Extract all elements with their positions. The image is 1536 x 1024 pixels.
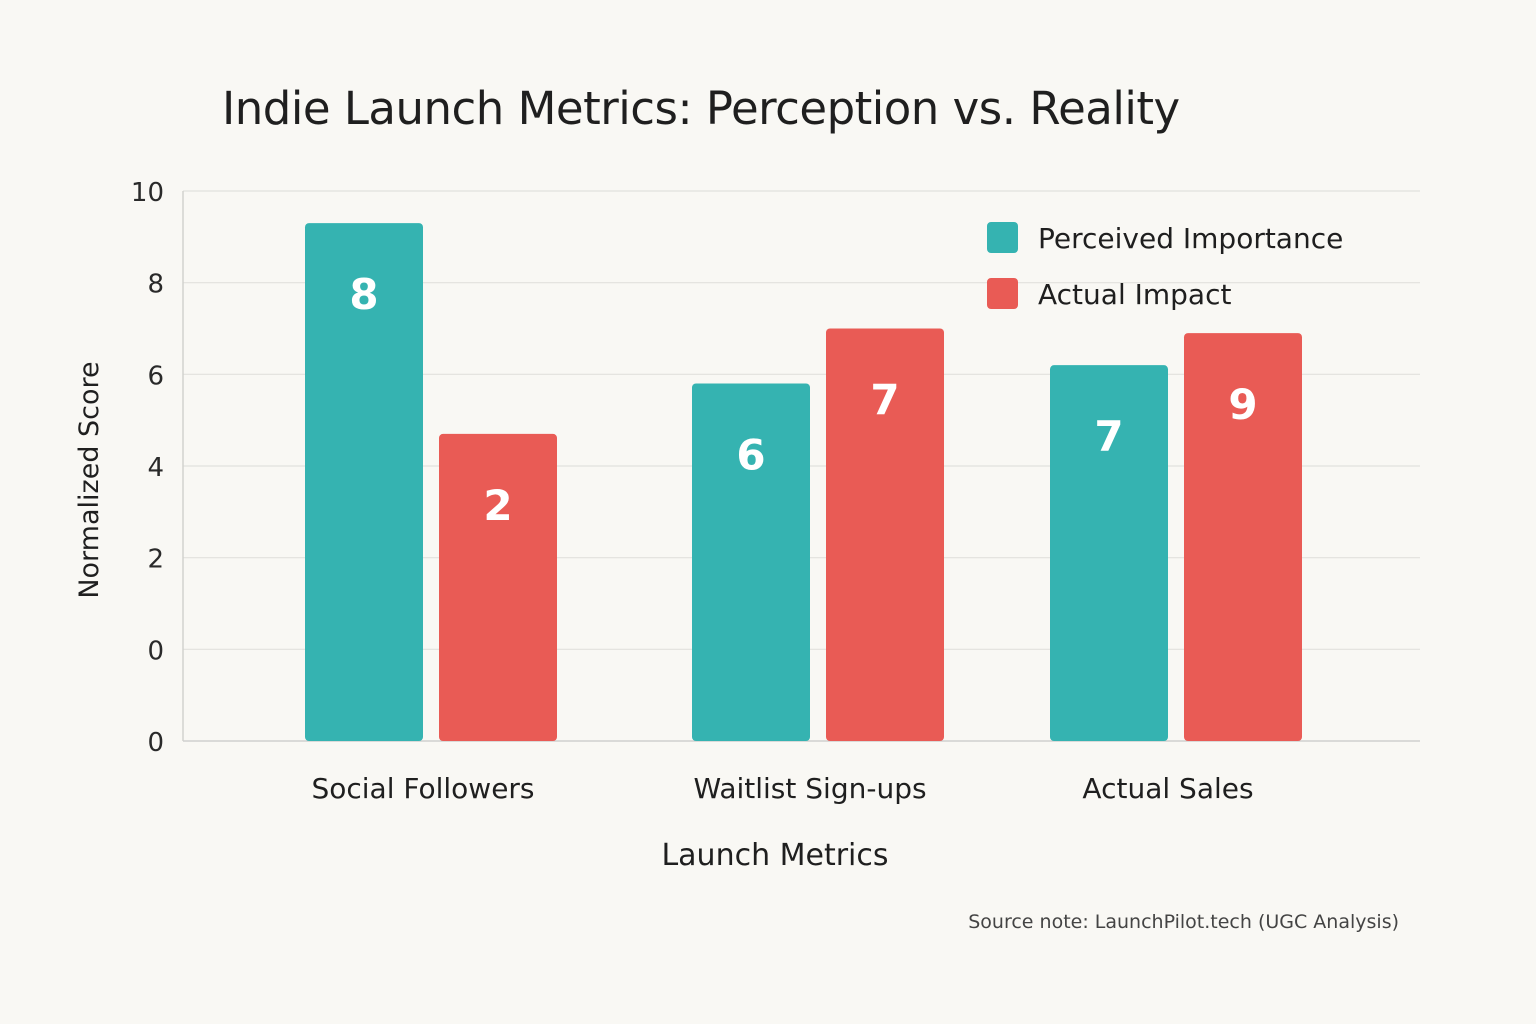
y-tick-label: 8: [147, 270, 164, 300]
bar-data-label: 8: [349, 270, 378, 319]
bar-data-label: 6: [736, 431, 765, 480]
legend: Perceived Importance Actual Impact: [987, 222, 1343, 311]
bars: 8 2 6 7 7 9: [305, 223, 1302, 742]
y-tick-label: 2: [147, 545, 164, 575]
x-axis-label: Launch Metrics: [661, 838, 888, 873]
bar: [305, 223, 423, 742]
y-axis-label: Normalized Score: [74, 361, 105, 598]
legend-label: Actual Impact: [1038, 278, 1231, 311]
bar-data-label: 9: [1228, 380, 1257, 429]
bar: [692, 383, 810, 741]
bar-data-label: 7: [870, 376, 899, 425]
y-tick-label: 10: [131, 178, 164, 208]
chart-title: Indie Launch Metrics: Perception vs. Rea…: [222, 82, 1180, 135]
bar: [1184, 333, 1302, 741]
bar-data-label: 2: [483, 481, 512, 530]
x-axis-ticks: Social Followers Waitlist Sign-ups Actual …: [311, 772, 1253, 805]
legend-label: Perceived Importance: [1038, 222, 1343, 255]
y-tick-label: 0: [147, 636, 164, 666]
legend-swatch: [987, 278, 1018, 309]
bar-data-label: 7: [1094, 412, 1123, 461]
x-tick-label: Social Followers: [311, 772, 534, 805]
y-axis-ticks: 0 0 2 4 6 8 10: [131, 178, 164, 758]
bar: [439, 433, 557, 741]
source-note: Source note: LaunchPilot.tech (UGC Analy…: [968, 911, 1399, 933]
legend-swatch: [987, 222, 1018, 253]
bar: [1050, 365, 1168, 741]
y-tick-label: 0: [147, 728, 164, 758]
y-tick-label: 6: [147, 361, 164, 391]
bar: [826, 328, 944, 741]
x-tick-label: Waitlist Sign-ups: [693, 772, 926, 805]
x-tick-label: Actual Sales: [1082, 772, 1253, 805]
y-tick-label: 4: [147, 453, 164, 483]
